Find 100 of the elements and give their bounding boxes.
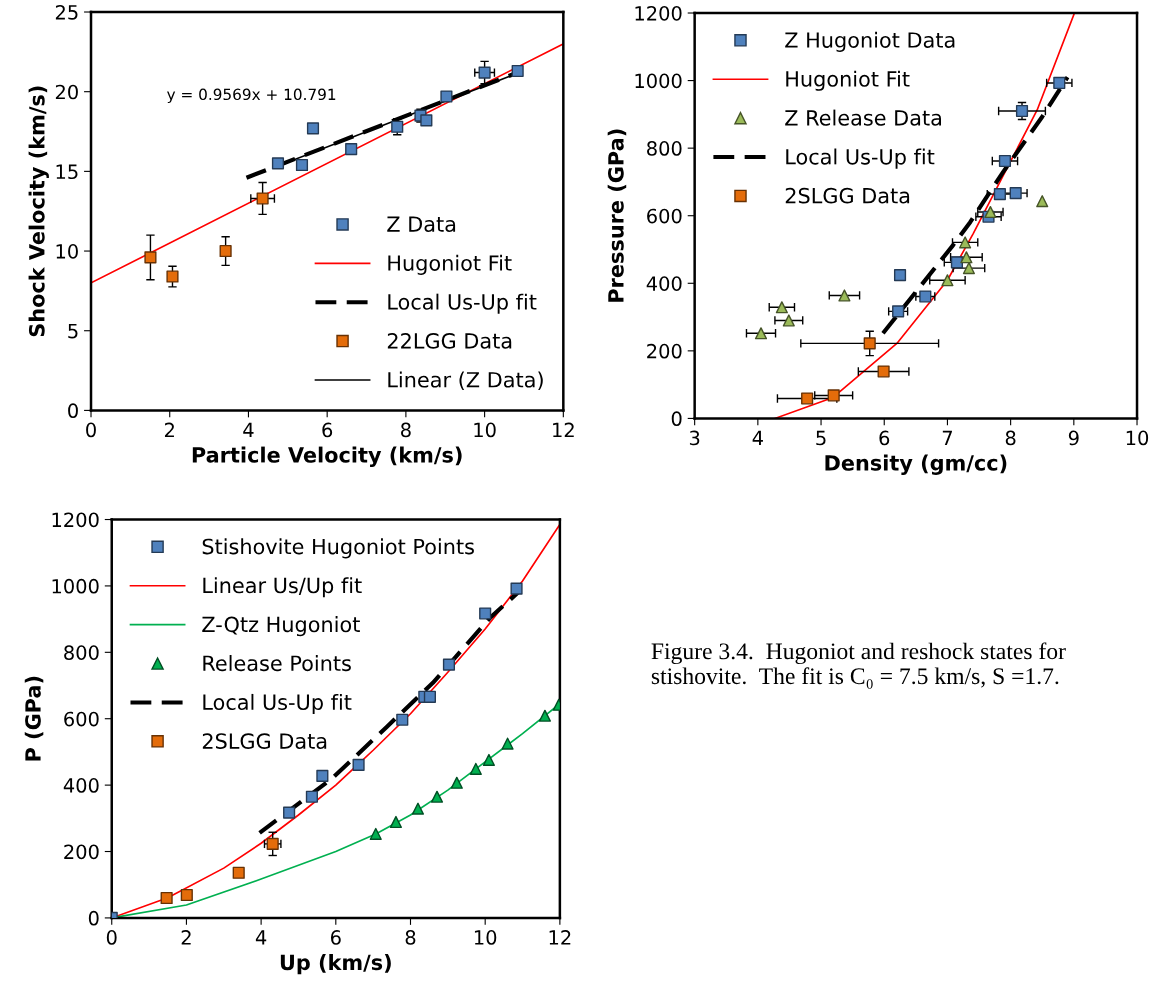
point	[482, 753, 495, 766]
point	[430, 790, 444, 803]
legend-label: Hugoniot Fit	[388, 254, 512, 275]
x-tick-label: 10	[474, 930, 497, 945]
y-tick-label: 0	[68, 403, 78, 419]
point	[962, 262, 975, 275]
point	[960, 251, 973, 264]
point	[352, 758, 365, 771]
y-tick-label: 0	[671, 411, 682, 427]
point	[510, 582, 523, 595]
legend-label: Hugoniot Fit	[786, 70, 910, 91]
point	[369, 827, 382, 840]
legend-label: Local Us-Up fit	[388, 293, 537, 314]
legend-label: Linear (Z Data)	[388, 371, 543, 391]
point	[993, 188, 1006, 201]
caption: Figure 3.4. Hugoniot and reshock states for stishovite. The fit is C₀ = 7.5 km/s, S =1.7.	[651, 642, 1066, 689]
point	[442, 658, 456, 671]
x-tick-label: 5	[816, 430, 826, 446]
x-axis-title: Up (km/s)	[280, 954, 391, 975]
point	[232, 866, 245, 879]
x-tick-label: 8	[401, 422, 411, 438]
legend-label: Release Points	[203, 655, 351, 672]
point	[892, 305, 905, 318]
point	[827, 389, 840, 402]
point	[501, 737, 514, 750]
annotation: y = 0.9569x + 10.791	[167, 88, 336, 104]
point	[420, 114, 433, 127]
x-tick-label: 6	[322, 422, 333, 438]
legend-label: 2SLGG Data	[202, 733, 327, 749]
x-axis-title: Density (gm/cc)	[825, 454, 1007, 475]
legend-label: Local Us-Up fit	[203, 693, 352, 715]
x-tick-label: 6	[879, 430, 890, 446]
point	[998, 154, 1012, 168]
legend-label: Z Hugoniot Data	[785, 31, 955, 52]
point	[256, 192, 269, 205]
x-tick-label: 4	[243, 422, 254, 437]
y-tick-label: 1000	[52, 578, 99, 594]
point	[411, 802, 425, 815]
point	[801, 392, 814, 405]
y-tick-label: 800	[64, 645, 99, 660]
legend-label: Z Release Data	[785, 109, 942, 126]
x-tick-label: 8	[405, 930, 416, 945]
x-tick-label: 2	[164, 422, 174, 437]
point	[782, 314, 795, 327]
point	[440, 90, 453, 103]
y-tick-label: 25	[55, 4, 78, 20]
point	[180, 888, 193, 902]
y-tick-label: 0	[88, 910, 99, 926]
y-tick-label: 5	[68, 323, 78, 339]
point	[984, 205, 997, 219]
point	[295, 158, 309, 172]
legend-label: Local Us-Up fit	[786, 148, 935, 169]
point	[389, 815, 403, 829]
point	[959, 236, 972, 249]
legend-label: 22LGG Data	[387, 332, 512, 349]
point	[950, 256, 963, 269]
point	[1053, 76, 1066, 90]
point	[1036, 195, 1049, 208]
point	[941, 274, 954, 287]
legend-label: 2SLGG Data	[785, 187, 910, 204]
point	[893, 269, 907, 282]
y-tick-label: 200	[64, 844, 99, 860]
x-tick-label: 9	[1068, 430, 1079, 446]
point	[1009, 187, 1022, 200]
legend-label: Z-Qtz Hugoniot	[202, 616, 360, 637]
y-tick-label: 600	[647, 208, 682, 224]
y-tick-label: 1000	[635, 73, 682, 89]
x-tick-label: 0	[106, 930, 117, 945]
legend-label: Stishovite Hugoniot Points	[202, 538, 474, 559]
y-tick-label: 1200	[52, 512, 99, 528]
point	[877, 365, 890, 378]
point	[166, 270, 179, 283]
point	[283, 806, 296, 819]
point	[838, 289, 851, 302]
y-tick-label: 800	[647, 141, 682, 156]
point	[219, 244, 232, 258]
y-axis-title: Pressure (GPa)	[607, 129, 627, 302]
x-axis-title: Particle Velocity (km/s)	[192, 446, 462, 467]
point	[775, 301, 788, 314]
point	[345, 142, 358, 156]
legend-label: Z Data	[387, 216, 456, 232]
point	[919, 290, 932, 303]
point	[144, 251, 157, 264]
x-tick-label: 8	[1005, 430, 1016, 446]
point	[306, 122, 320, 135]
x-tick-label: 2	[181, 930, 191, 945]
point	[538, 709, 552, 722]
point	[754, 327, 768, 340]
y-tick-label: 20	[55, 84, 78, 100]
point	[511, 64, 524, 78]
point	[316, 769, 329, 782]
y-tick-label: 15	[56, 164, 78, 180]
x-tick-label: 12	[549, 930, 571, 945]
point	[396, 713, 409, 726]
x-tick-label: 4	[752, 430, 763, 445]
y-axis-title: Shock Velocity (km/s)	[28, 86, 49, 337]
x-tick-label: 12	[553, 422, 574, 437]
point	[160, 891, 173, 905]
x-tick-label: 4	[255, 930, 267, 945]
y-tick-label: 200	[647, 343, 682, 359]
